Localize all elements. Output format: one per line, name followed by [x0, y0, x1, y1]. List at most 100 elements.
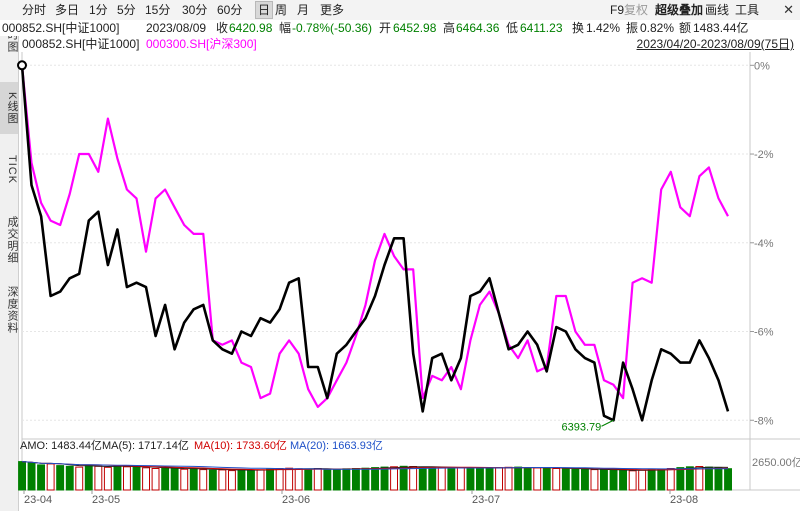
- y-tick-label: 0%: [754, 60, 770, 72]
- volume-bar: [695, 466, 704, 491]
- volume-bar: [208, 469, 217, 491]
- amplitude-value: 0.82%: [640, 21, 675, 35]
- period-tab-8[interactable]: 周: [275, 3, 288, 17]
- volume-bar: [523, 467, 532, 491]
- volume-bar: [151, 468, 160, 491]
- volume-bar: [142, 467, 151, 491]
- volume-bar: [237, 469, 246, 491]
- volume-bar: [113, 465, 122, 491]
- change-label: 幅: [279, 21, 292, 35]
- x-tick-label: 23-04: [24, 494, 52, 506]
- volume-bar: [714, 467, 723, 491]
- y-tick-label: -6%: [754, 327, 774, 339]
- volume-bar: [266, 468, 275, 491]
- volume-bar: [437, 467, 446, 491]
- period-tab-5[interactable]: 30分: [182, 3, 208, 17]
- volume-bar: [132, 466, 141, 491]
- sidebar-item-3[interactable]: 成交明细: [6, 216, 18, 264]
- volume-bar: [75, 466, 84, 491]
- volume-bar: [399, 465, 408, 491]
- tool-1[interactable]: 复权: [624, 3, 649, 17]
- tool-4[interactable]: 工具: [735, 3, 760, 17]
- period-tab-3[interactable]: 5分: [117, 3, 136, 17]
- volume-bar: [428, 466, 437, 491]
- period-tab-6[interactable]: 60分: [217, 3, 243, 17]
- period-tab-4[interactable]: 15分: [145, 3, 171, 17]
- volume-bar: [609, 469, 618, 491]
- volume-bar: [18, 461, 27, 491]
- volume-bar: [56, 465, 65, 491]
- volume-bar: [724, 468, 732, 491]
- min-value-annotation: 6393.79: [562, 421, 602, 433]
- series-start-marker: [17, 60, 27, 71]
- tool-2[interactable]: 超级叠加: [655, 3, 704, 17]
- tool-3[interactable]: 画线: [705, 3, 730, 17]
- change-value: -0.78%(-50.36): [292, 21, 373, 35]
- open-value: 6452.98: [393, 21, 437, 35]
- volume-bar: [628, 470, 637, 491]
- volume-bar: [103, 466, 112, 491]
- period-tab-9[interactable]: 月: [297, 3, 310, 17]
- min-value-pointer: [601, 419, 614, 427]
- volume-bar: [638, 469, 647, 491]
- volume-bar: [705, 466, 713, 491]
- x-tick-label: 23-06: [282, 494, 310, 506]
- date-range[interactable]: 2023/04/20-2023/08/09(75日): [636, 37, 794, 51]
- volume-bar: [323, 469, 332, 491]
- quote-date: 2023/08/09: [146, 21, 207, 35]
- volume-bar: [84, 464, 93, 491]
- period-tab-10[interactable]: 更多: [320, 3, 345, 17]
- period-tab-0[interactable]: 分时: [22, 3, 47, 17]
- volume-bar: [590, 469, 599, 491]
- volume-bar: [476, 468, 484, 491]
- series-legend: 000852.SH[中证1000] 000300.SH[沪深300] 2023/…: [0, 36, 800, 52]
- high-value: 6464.36: [456, 21, 500, 35]
- volume-axis-label: 2650.00亿: [752, 456, 800, 469]
- volume-bar: [533, 467, 542, 491]
- series-line-0: [20, 65, 730, 422]
- volume-bar: [685, 466, 694, 491]
- volume-bar: [65, 465, 74, 491]
- volume-bar: [466, 467, 475, 491]
- sidebar-item-4[interactable]: 深度资料: [6, 286, 18, 334]
- low-label: 低: [506, 21, 519, 35]
- volume-bar: [199, 469, 208, 491]
- volume-bar: [456, 467, 465, 491]
- open-label: 开: [379, 21, 392, 35]
- close-value: 6420.98: [229, 21, 273, 35]
- volume-bar: [600, 469, 608, 491]
- period-tab-7[interactable]: 日: [255, 1, 274, 19]
- legend-main-series: 000852.SH[中证1000]: [22, 37, 140, 51]
- volume-bar: [304, 468, 313, 491]
- volume-bar: [666, 468, 675, 491]
- volume-bar: [275, 468, 284, 491]
- volume-bar: [170, 468, 179, 491]
- volume-bar: [371, 467, 380, 491]
- period-tab-1[interactable]: 多日: [55, 3, 80, 17]
- close-icon[interactable]: ✕: [783, 2, 794, 17]
- quote-bar: 000852.SH[中证1000] 2023/08/09 收 6420.98 幅…: [0, 20, 800, 36]
- series-line-1: [20, 65, 729, 408]
- sidebar-item-2[interactable]: TICK: [6, 155, 18, 185]
- volume-bar: [189, 468, 198, 491]
- volume-bar: [228, 470, 236, 491]
- amount-label: 额: [679, 21, 692, 35]
- quote-symbol: 000852.SH[中证1000]: [2, 21, 120, 35]
- volume-bar: [37, 464, 45, 491]
- tool-0[interactable]: F9: [610, 3, 625, 17]
- sidebar-item-1[interactable]: K线图: [0, 82, 18, 134]
- volume-bar: [313, 468, 322, 491]
- x-tick-label: 23-08: [670, 494, 698, 506]
- volume-bar: [218, 469, 227, 491]
- high-label: 高: [443, 21, 456, 35]
- period-tab-2[interactable]: 1分: [89, 3, 108, 17]
- volume-bar: [123, 466, 131, 491]
- volume-bar: [352, 468, 360, 491]
- turnover-value: 1.42%: [586, 21, 621, 35]
- volume-bar: [332, 468, 341, 491]
- volume-bar: [247, 469, 255, 491]
- volume-header-0: AMO: 1483.44亿: [20, 439, 102, 452]
- volume-bar: [676, 467, 685, 491]
- turnover-label: 换: [572, 21, 585, 35]
